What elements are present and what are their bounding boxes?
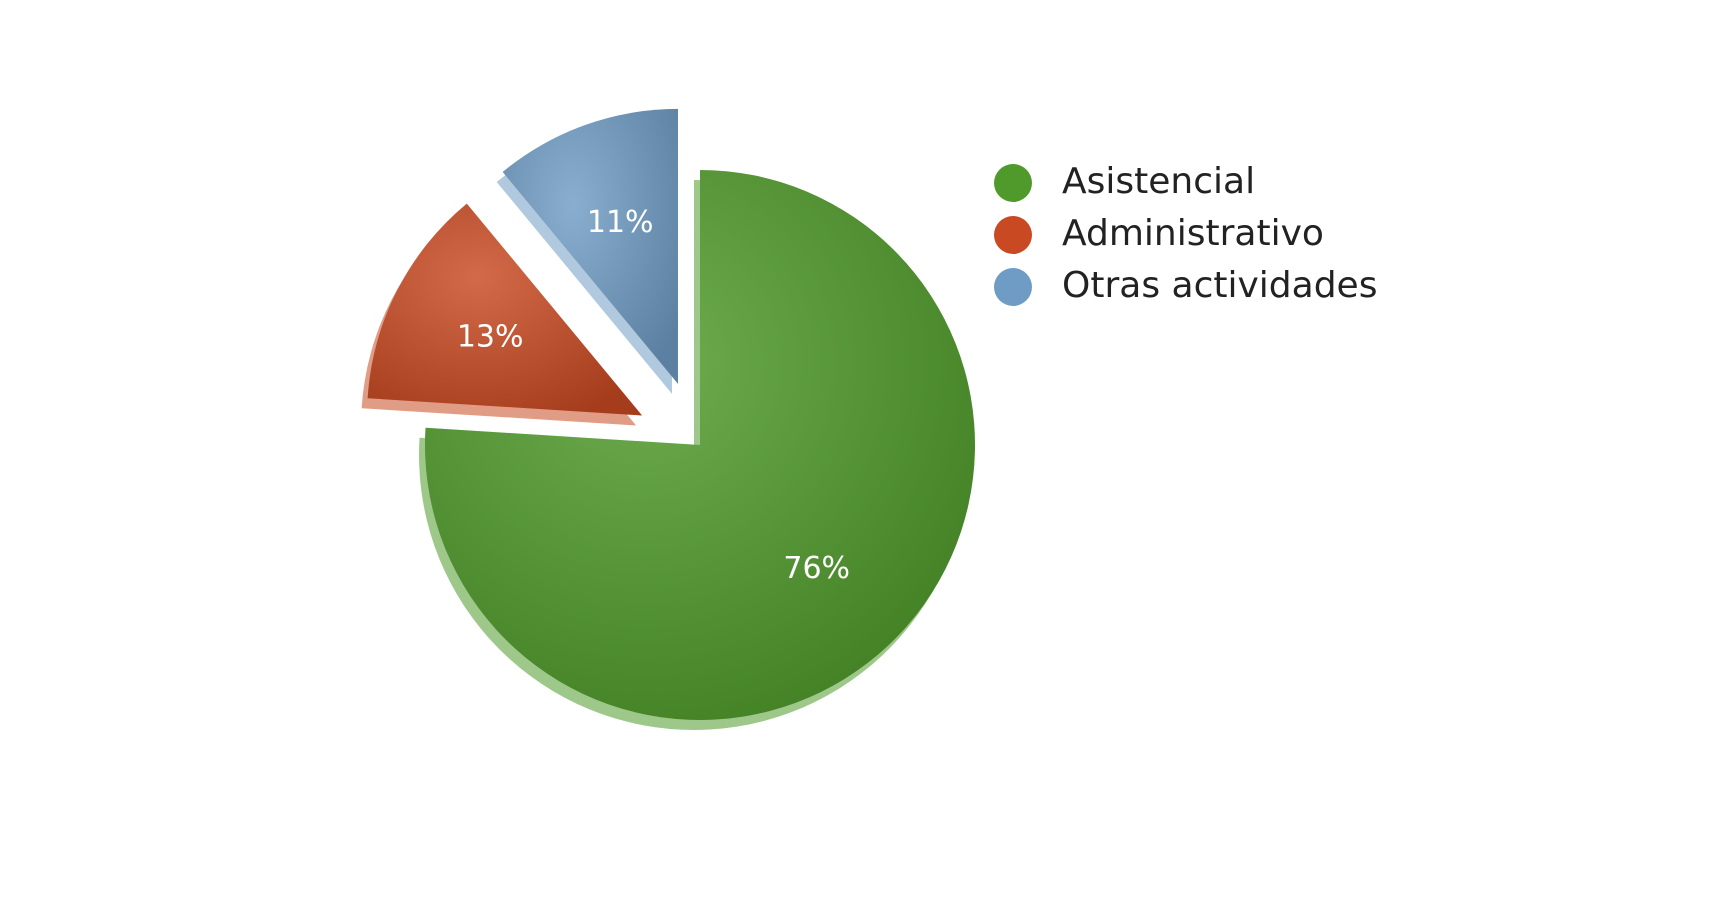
data-label: 13% [457,320,524,355]
legend: Asistencial Administrativo Otras actividad… [994,161,1377,306]
legend-label: Otras actividades [1062,265,1377,306]
legend-label: Administrativo [1062,213,1324,254]
legend-label: Asistencial [1062,161,1255,202]
legend-marker [994,216,1032,254]
data-label: 76% [783,551,850,586]
legend-marker [994,268,1032,306]
pie: 76% 13% 11% [361,108,976,730]
slice-shade [425,170,976,720]
data-label: 11% [587,205,654,240]
slice-shade [367,203,643,416]
legend-marker [994,164,1032,202]
slice-shade [502,108,678,384]
